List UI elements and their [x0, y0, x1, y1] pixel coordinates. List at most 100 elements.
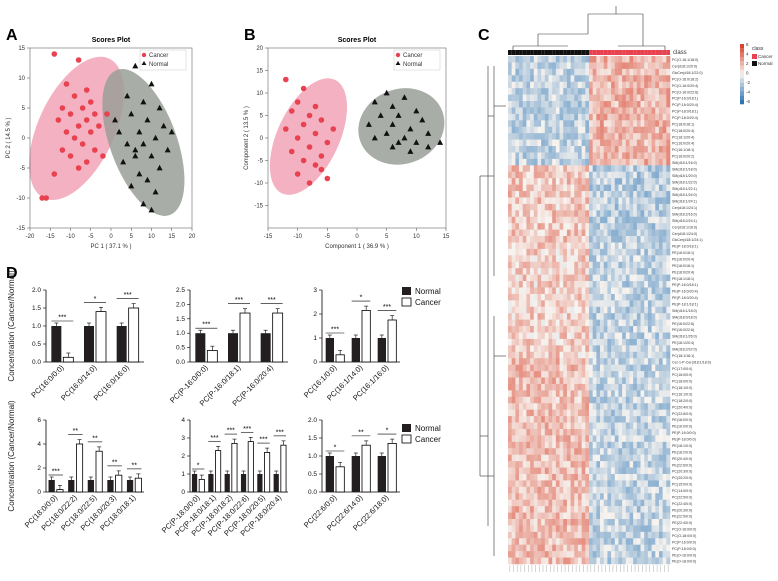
- heatmap-row-label: PE(18:0/22:6): [672, 322, 694, 326]
- heatmap-cell: [618, 551, 623, 558]
- heatmap-cell: [533, 454, 538, 462]
- heatmap-cell: [655, 191, 660, 198]
- heatmap-cell: [600, 538, 605, 546]
- heatmap-cell: [622, 126, 627, 134]
- heatmap-cell: [666, 518, 671, 526]
- heatmap-cell: [636, 428, 641, 436]
- heatmap-cell: [629, 94, 634, 102]
- heatmap-cell: [585, 120, 590, 128]
- heatmap-cell: [625, 441, 630, 449]
- heatmap-cell: [655, 300, 660, 308]
- heatmap-cell: [622, 197, 627, 205]
- heatmap-cell: [563, 300, 568, 308]
- heatmap-cell: [629, 351, 634, 359]
- heatmap-row-label: PE(18:0/20:4): [672, 270, 694, 274]
- heatmap-cell: [544, 326, 549, 333]
- heatmap-cell: [519, 178, 524, 185]
- heatmap-cell: [651, 461, 656, 468]
- heatmap-cell: [581, 139, 586, 147]
- heatmap-cell: [666, 126, 671, 134]
- heatmap-cell: [559, 435, 564, 443]
- heatmap-cell: [570, 287, 575, 295]
- heatmap-cell: [618, 467, 623, 475]
- heatmap-cell: [611, 68, 616, 76]
- significance-stars: **: [131, 462, 137, 469]
- heatmap-cell: [611, 377, 616, 385]
- heatmap-cell: [589, 197, 593, 205]
- heatmap-cell: [658, 56, 663, 63]
- heatmap-cell: [636, 274, 641, 282]
- heatmap-cell: [611, 126, 616, 134]
- heatmap-cell: [533, 422, 538, 430]
- heatmap-cell: [614, 165, 619, 173]
- heatmap-cell: [533, 81, 538, 89]
- heatmap-cell: [607, 473, 612, 481]
- bar-cancer: [95, 311, 107, 363]
- heatmap-cell: [555, 396, 560, 404]
- heatmap-cell: [629, 518, 634, 526]
- heatmap-cell: [662, 371, 667, 378]
- heatmap-cell: [636, 210, 641, 218]
- heatmap-cell: [625, 338, 630, 346]
- cancer-point: [294, 135, 301, 141]
- heatmap-cell: [552, 165, 557, 173]
- heatmap-cell: [537, 191, 542, 198]
- heatmap-cell: [555, 538, 560, 546]
- heatmap-cell: [603, 319, 608, 327]
- heatmap-cell: [614, 101, 619, 108]
- heatmap-cell: [537, 416, 542, 423]
- heatmap-cell: [614, 351, 619, 359]
- heatmap-cell: [647, 216, 652, 224]
- class-bar-cell: [559, 50, 564, 55]
- heatmap-cell: [541, 409, 546, 417]
- heatmap-cell: [530, 88, 535, 95]
- heatmap-cell: [614, 197, 619, 205]
- heatmap-cell: [611, 281, 616, 288]
- heatmap-cell: [662, 448, 667, 455]
- heatmap-cell: [596, 518, 601, 526]
- heatmap-cell: [589, 126, 593, 134]
- heatmap-cell: [666, 499, 671, 507]
- heatmap-cell: [508, 236, 512, 243]
- heatmap-cell: [515, 158, 520, 166]
- heatmap-cell: [533, 313, 538, 320]
- heatmap-cell: [522, 422, 527, 430]
- heatmap-cell: [519, 203, 524, 211]
- heatmap-cell: [592, 409, 597, 417]
- heatmap-cell: [629, 248, 634, 256]
- heatmap-cell: [633, 158, 638, 166]
- heatmap-cell: [530, 454, 535, 462]
- heatmap-cell: [526, 113, 531, 121]
- heatmap-cell: [636, 223, 641, 230]
- heatmap-cell: [625, 467, 630, 475]
- heatmap-cell: [526, 68, 531, 76]
- heatmap-cell: [574, 486, 579, 494]
- heatmap-cell: [574, 338, 579, 346]
- heatmap-cell: [589, 422, 593, 430]
- heatmap-cell: [636, 422, 641, 430]
- heatmap-cell: [526, 480, 531, 488]
- heatmap-cell: [614, 178, 619, 185]
- heatmap-cell: [522, 358, 527, 365]
- heatmap-cell: [647, 101, 652, 108]
- heatmap-cell: [633, 133, 638, 140]
- heatmap-cell: [544, 512, 549, 520]
- heatmap-cell: [577, 88, 582, 95]
- heatmap-cell: [658, 268, 663, 275]
- class-bar-cell: [515, 50, 520, 55]
- heatmap-cell: [658, 364, 663, 372]
- heatmap-cell: [570, 493, 575, 500]
- heatmap-cell: [589, 338, 593, 346]
- heatmap-cell: [600, 448, 605, 455]
- heatmap-cell: [533, 146, 538, 153]
- heatmap-cell: [541, 512, 546, 520]
- heatmap-cell: [644, 377, 649, 385]
- heatmap-cell: [592, 377, 597, 385]
- heatmap-cell: [541, 126, 546, 134]
- heatmap-cell: [600, 499, 605, 507]
- heatmap-cell: [666, 107, 671, 115]
- heatmap-cell: [658, 107, 663, 115]
- heatmap-cell: [633, 383, 638, 391]
- heatmap-row-label: PE(18:1/0:0): [672, 444, 692, 448]
- heatmap-cell: [655, 248, 660, 256]
